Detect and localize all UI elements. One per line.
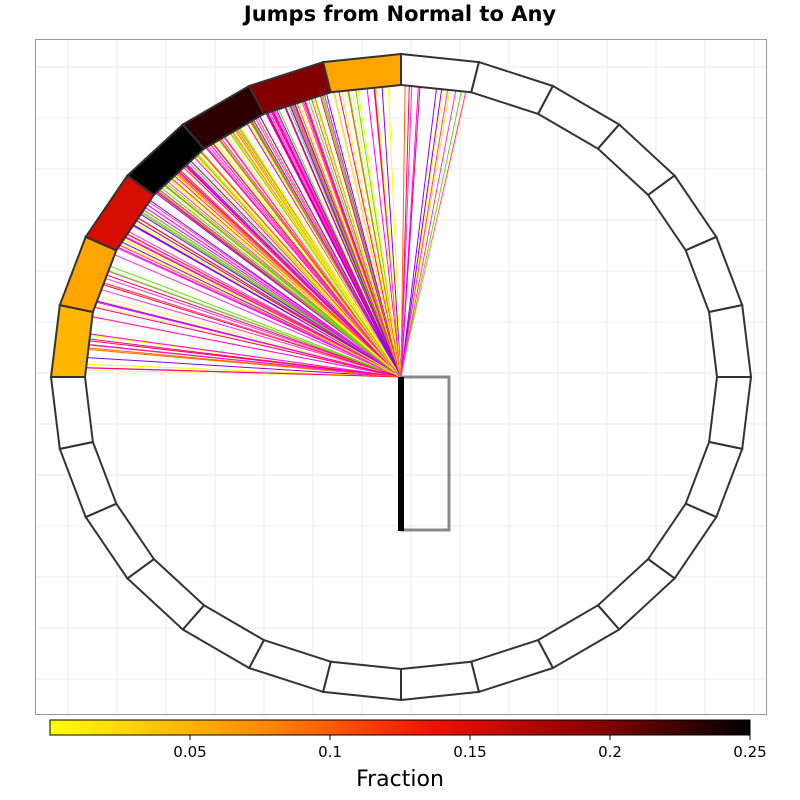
transition-line xyxy=(400,88,449,378)
transition-line xyxy=(93,306,402,378)
legend-colorbar xyxy=(49,719,751,736)
transition-line xyxy=(139,212,402,378)
transition-line xyxy=(85,367,402,378)
transition-line xyxy=(148,201,402,378)
transition-line xyxy=(333,91,402,378)
transition-line xyxy=(99,288,402,378)
transition-line xyxy=(288,103,402,378)
transition-line xyxy=(357,87,402,378)
center-bar xyxy=(398,375,451,532)
transition-line xyxy=(91,316,402,378)
ring-segment xyxy=(321,52,402,94)
transition-line xyxy=(266,112,402,378)
transition-line xyxy=(271,110,402,378)
transition-line xyxy=(124,235,402,378)
transition-line xyxy=(164,182,402,378)
transition-line xyxy=(313,96,402,378)
transition-line xyxy=(106,269,402,378)
transition-line xyxy=(206,146,402,378)
legend-ticks: 0.05 0.1 0.15 0.2 0.25 xyxy=(173,735,767,761)
transition-line xyxy=(132,221,402,378)
transition-line xyxy=(400,90,463,378)
transition-line xyxy=(209,143,402,378)
transition-line xyxy=(381,85,402,378)
transition-line xyxy=(275,108,402,378)
legend-tick-label: 0.05 xyxy=(173,743,206,761)
transition-line xyxy=(104,274,402,378)
legend-tick-label: 0.15 xyxy=(453,743,486,761)
transition-line xyxy=(118,244,402,378)
transition-line xyxy=(400,85,413,378)
transition-line xyxy=(121,239,402,378)
transition-line xyxy=(375,85,402,378)
legend-tick-label: 0.25 xyxy=(733,743,766,761)
transition-line xyxy=(228,131,402,378)
transition-lines xyxy=(85,84,468,378)
transition-line xyxy=(252,118,402,378)
transition-line xyxy=(196,153,402,378)
transition-line xyxy=(160,187,402,378)
legend-tick-label: 0.2 xyxy=(598,743,622,761)
transition-line xyxy=(162,184,402,378)
transition-line xyxy=(387,85,402,378)
transition-line xyxy=(103,277,402,378)
color-legend: 0.05 0.1 0.15 0.2 0.25 Fraction xyxy=(49,719,767,792)
transition-line xyxy=(181,165,402,378)
transition-line xyxy=(136,216,402,378)
transition-line xyxy=(101,283,402,378)
transition-line xyxy=(157,190,402,378)
transition-line xyxy=(400,91,468,378)
ring-segments xyxy=(49,52,753,702)
transition-line xyxy=(86,343,402,378)
chart-title: Jumps from Normal to Any xyxy=(243,2,557,26)
transition-line xyxy=(400,85,419,378)
transition-line xyxy=(189,159,402,378)
transition-line xyxy=(214,140,402,378)
transition-line xyxy=(400,87,443,378)
transition-line xyxy=(246,121,402,378)
transition-line xyxy=(87,340,402,378)
transition-line xyxy=(86,348,402,378)
transition-line xyxy=(169,177,402,378)
transition-line xyxy=(88,333,402,378)
transition-line xyxy=(97,295,402,378)
transition-line xyxy=(85,363,402,378)
transition-line xyxy=(146,203,402,378)
transition-line xyxy=(259,115,402,378)
transition-line xyxy=(400,84,406,378)
transition-line xyxy=(113,254,402,378)
transition-line xyxy=(95,301,402,378)
transition-line xyxy=(125,232,402,378)
transition-line xyxy=(185,162,402,378)
transition-line xyxy=(341,90,402,378)
transition-line xyxy=(85,357,402,378)
transition-line xyxy=(223,134,402,378)
transition-line xyxy=(172,175,402,378)
legend-title: Fraction xyxy=(356,767,444,792)
transition-line xyxy=(108,265,402,378)
transition-line xyxy=(283,105,402,378)
transition-line xyxy=(194,155,402,378)
transition-line xyxy=(175,172,402,378)
transition-line xyxy=(291,102,402,378)
transition-line xyxy=(238,125,402,378)
transition-line xyxy=(400,86,438,378)
legend-tick-label: 0.1 xyxy=(318,743,342,761)
transition-line xyxy=(143,206,402,378)
transition-line xyxy=(319,94,402,378)
transition-line xyxy=(300,99,402,378)
transition-line xyxy=(218,138,402,378)
transition-line xyxy=(366,86,402,378)
transition-line xyxy=(347,89,402,378)
transition-line xyxy=(351,88,402,378)
transition-line xyxy=(199,151,402,378)
transition-line xyxy=(400,89,457,378)
